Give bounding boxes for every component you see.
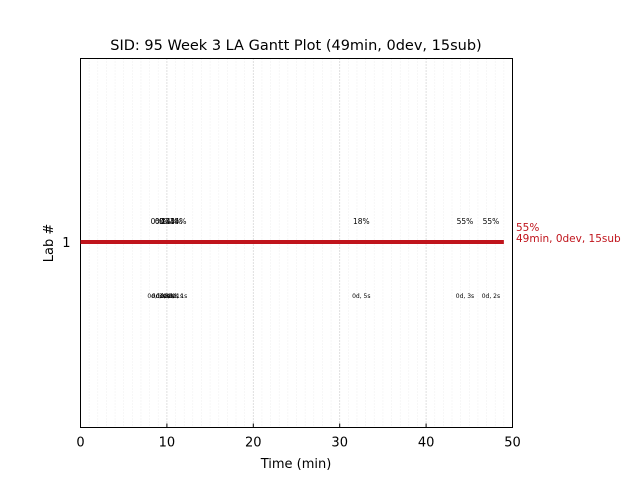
submission-detail-label: 0d, 0s: [152, 293, 170, 300]
submission-score-label: 14%: [161, 217, 178, 226]
submission-detail-label: 0d, 2s: [482, 293, 500, 300]
submission-score-label: 0%: [151, 217, 163, 226]
y-tick-label: 1: [62, 236, 70, 251]
x-tick-label: 10: [159, 436, 176, 451]
submission-score-label: 14%: [165, 217, 182, 226]
submission-score-label: 55%: [483, 217, 500, 226]
submission-score-label: 18%: [353, 217, 370, 226]
submission-detail-label: 0d, 3s: [456, 293, 474, 300]
x-tick-label: 50: [504, 436, 521, 451]
submission-detail-label: 0d, 5s: [352, 293, 370, 300]
submission-detail-label: 0d, 0s: [160, 293, 178, 300]
submission-score-label: 55%: [457, 217, 474, 226]
submission-detail-label: 0d, 1s: [169, 293, 187, 300]
x-tick-label: 0: [76, 436, 84, 451]
x-tick-label: 20: [245, 436, 262, 451]
submission-score-label: 0%: [155, 217, 167, 226]
x-axis-label: Time (min): [260, 457, 332, 472]
x-tick-label: 30: [331, 436, 348, 451]
submission-detail-label: 0d, 0s: [156, 293, 174, 300]
y-axis-label: Lab #: [42, 224, 57, 263]
end-annotation-summary: 49min, 0dev, 15sub: [516, 233, 621, 245]
submission-score-label: 0%: [159, 217, 171, 226]
submission-score-label: 14%: [170, 217, 187, 226]
submission-detail-label: 0d, 1s: [165, 293, 183, 300]
end-annotation-score: 55%: [516, 222, 539, 234]
chart-title: SID: 95 Week 3 LA Gantt Plot (49min, 0de…: [110, 38, 481, 54]
submission-detail-label: 0d, 3s: [147, 293, 165, 300]
x-tick-label: 40: [418, 436, 435, 451]
x-axis-ticks: 0 10 20 30 40 50: [76, 423, 521, 451]
submission-labels: 0% 0d, 3s 0% 0d, 0s 0% 0d, 0s 14% 0d, 0s 14% 0d, …: [147, 217, 500, 300]
